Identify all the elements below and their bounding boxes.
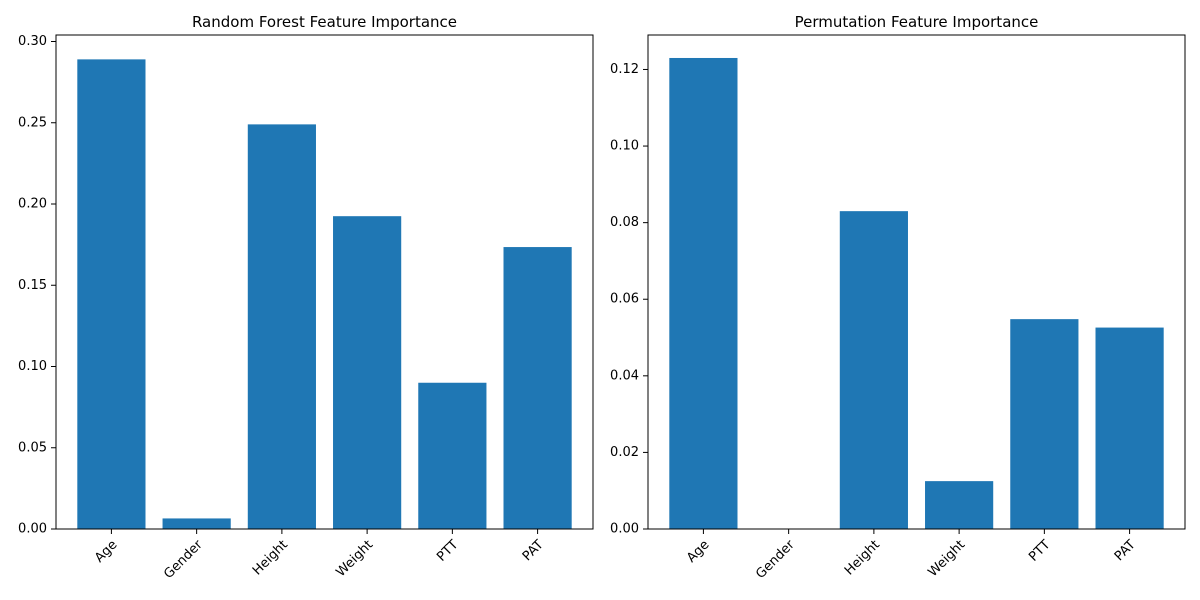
x-axis: Age Gender Height Weight PTT PAT [684, 529, 1139, 582]
y-tick-label: 0.20 [18, 197, 47, 212]
x-tick-label: Height [842, 537, 883, 578]
chart-permutation-importance: Permutation Feature Importance 0.000.020… [610, 13, 1186, 582]
y-tick-label: 0.08 [610, 215, 639, 230]
y-tick-label: 0.00 [610, 522, 639, 537]
plot-frame [647, 34, 1186, 530]
bar-pat [503, 247, 572, 529]
x-tick-label: Age [684, 537, 712, 565]
chart-title: Random Forest Feature Importance [192, 13, 457, 31]
x-tick-label: PAT [520, 537, 547, 564]
y-tick-label: 0.06 [610, 292, 639, 307]
x-tick-label: Gender [161, 537, 206, 582]
y-tick-label: 0.04 [610, 368, 639, 383]
x-tick-label: PTT [1026, 537, 1053, 564]
x-tick-label: PAT [1112, 537, 1139, 564]
y-tick-label: 0.10 [18, 359, 47, 374]
x-tick-label: Weight [926, 537, 969, 580]
bar-age [669, 57, 738, 529]
bar-height [839, 211, 908, 530]
x-tick-label: PTT [434, 537, 461, 564]
bar-height [247, 124, 316, 529]
y-tick-label: 0.25 [18, 115, 47, 130]
chart-title: Permutation Feature Importance [795, 13, 1039, 31]
bars [669, 57, 1164, 530]
x-axis: Age Gender Height Weight PTT PAT [92, 529, 547, 582]
chart-random-forest-importance: Random Forest Feature Importance 0.000.0… [18, 13, 594, 582]
bar-pat [1095, 327, 1164, 529]
plot-frame [55, 34, 594, 530]
y-tick-label: 0.15 [18, 278, 47, 293]
x-tick-label: Height [250, 537, 291, 578]
y-tick-label: 0.05 [18, 440, 47, 455]
bar-ptt [418, 382, 487, 529]
x-tick-label: Weight [334, 537, 377, 580]
y-tick-label: 0.10 [610, 139, 639, 154]
bar-gender [162, 518, 231, 529]
bar-ptt [1010, 319, 1079, 529]
x-tick-label: Age [92, 537, 120, 565]
y-axis: 0.00 0.05 0.10 0.15 0.20 0.25 0.30 [18, 34, 56, 537]
y-tick-label: 0.00 [18, 522, 47, 537]
y-tick-label: 0.30 [18, 34, 47, 49]
y-tick-label: 0.12 [610, 62, 639, 77]
y-tick-label: 0.02 [610, 445, 639, 460]
x-tick-label: Gender [753, 537, 798, 582]
bar-weight [333, 216, 402, 529]
bar-age [77, 59, 146, 529]
bars [77, 59, 572, 529]
bar-weight [925, 481, 994, 529]
y-axis: 0.00 0.02 0.04 0.06 0.08 0.10 0.12 [610, 62, 648, 537]
